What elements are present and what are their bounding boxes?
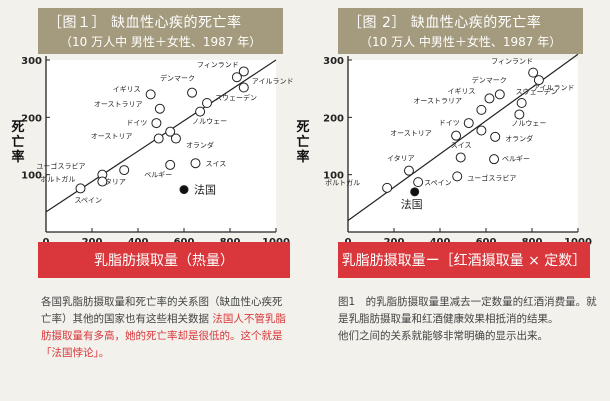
data-point	[187, 87, 198, 98]
data-point	[202, 98, 212, 108]
data-point	[195, 106, 206, 117]
data-label: スペイン	[75, 196, 103, 204]
data-label: ユーゴスラビア	[36, 162, 85, 171]
data-label: スウェーデン	[215, 93, 257, 102]
data-point	[451, 130, 462, 141]
plot-area	[348, 60, 578, 232]
figure-2-panel: ［图 2］ 缺血性心疾的死亡率 （10 万人 中男性＋女性、1987 年） 死亡…	[296, 0, 605, 401]
data-label: 法国	[194, 183, 216, 197]
data-label: スペイン	[424, 179, 452, 187]
y-tick-label: 300	[21, 56, 42, 67]
figure-1-title: ［图１］ 缺血性心疾的死亡率	[48, 15, 242, 31]
data-point	[494, 89, 505, 100]
data-point	[489, 154, 500, 165]
data-label: ベルギー	[144, 171, 172, 179]
figure-1-ylabel: 死亡率	[11, 120, 25, 165]
data-point-highlight	[410, 187, 420, 197]
data-point	[403, 165, 414, 176]
data-point	[452, 171, 463, 182]
data-label: スウェーデン	[516, 87, 558, 96]
figure-2-scatter-chart: 02004006008001000100200300フィンランドアイルランドデン…	[323, 53, 592, 248]
figure-1-note: 各国乳脂肪摄取量和死亡率的关系图（缺血性心疾死亡率）其他的国家也有这些相关数据 …	[41, 294, 291, 362]
data-label: ノルウェー	[192, 118, 227, 126]
data-label: ノルウェー	[511, 119, 546, 127]
data-point	[476, 104, 487, 115]
data-label: イタリア	[98, 177, 126, 186]
data-point-highlight	[179, 185, 189, 195]
data-point	[231, 72, 242, 83]
figure-1-note-text: 各国乳脂肪摄取量和死亡率的关系图（缺血性心疾死亡率）其他的国家也有这些相关数据	[41, 296, 283, 325]
figure-1-title-box: ［图１］ 缺血性心疾的死亡率 （10 万人中 男性＋女性、1987 年）	[38, 8, 283, 54]
data-point	[165, 126, 176, 137]
figure-1-panel: ［图１］ 缺血性心疾的死亡率 （10 万人中 男性＋女性、1987 年） 死亡率…	[8, 0, 303, 401]
figure-2-title: ［图 2］ 缺血性心疾的死亡率	[348, 15, 542, 31]
data-point	[476, 125, 487, 136]
data-label: デンマーク	[472, 75, 507, 84]
data-label: ドイツ	[126, 119, 147, 127]
data-point	[463, 118, 474, 129]
data-label: オーストリア	[91, 133, 133, 141]
data-label: オランダ	[186, 141, 214, 150]
figure-2-note-line1: 图1 的乳脂肪摄取量里减去一定数量的红酒消费量。就是乳脂肪摄取量和红酒健康效果相…	[338, 296, 597, 325]
data-label: イギリス	[447, 87, 475, 95]
data-label: ユーゴスラビア	[467, 173, 516, 182]
data-label: オーストラリア	[413, 97, 462, 105]
data-point	[413, 177, 424, 188]
data-point	[190, 158, 201, 169]
data-point	[97, 176, 108, 187]
figure-2-note: 图1 的乳脂肪摄取量里减去一定数量的红酒消费量。就是乳脂肪摄取量和红酒健康效果相…	[338, 294, 598, 345]
figure-2-xaxis-caption: 乳脂肪摄取量ー［红酒摄取量 × 定数］	[338, 242, 590, 278]
data-point	[153, 133, 164, 144]
figure-2-note-line2: 他们之间的关系就能够非常明确的显示出来。	[338, 330, 548, 342]
data-point	[528, 67, 539, 78]
data-point	[455, 152, 466, 163]
data-point	[490, 131, 501, 142]
data-point	[119, 165, 130, 176]
y-tick-label: 200	[21, 113, 42, 124]
data-point	[514, 109, 525, 120]
y-tick-label: 200	[323, 113, 344, 124]
data-point	[382, 182, 393, 193]
data-point	[154, 103, 165, 114]
data-point	[170, 133, 181, 144]
data-point	[533, 75, 544, 86]
y-tick-label: 100	[21, 171, 42, 182]
data-label: ポルトガル	[325, 178, 360, 187]
plot-area	[46, 60, 276, 232]
figure-1-note-highlight: 法国人不管乳脂肪摄取量有多高，她的死亡率却是很低的。这个就是「法国悖论」。	[41, 313, 286, 359]
y-tick-label: 300	[323, 56, 344, 67]
data-label: オランダ	[505, 134, 533, 143]
figure-1-scatter-chart: 02004006008001000100200300フィンランドアイルランドデン…	[21, 56, 294, 248]
figure-2-ylabel: 死亡率	[296, 120, 310, 165]
data-point	[75, 183, 86, 194]
figure-2-subtitle: （10 万人 中男性＋女性、1987 年）	[360, 35, 562, 49]
data-point	[238, 66, 249, 77]
data-point	[484, 93, 495, 104]
data-label: スイス	[451, 141, 472, 149]
y-tick-label: 100	[323, 171, 344, 182]
data-label: イタリア	[387, 154, 415, 163]
data-label: イギリス	[113, 85, 141, 93]
data-label: ポルトガル	[40, 175, 75, 184]
data-label: デンマーク	[160, 74, 195, 83]
figure-2-title-box: ［图 2］ 缺血性心疾的死亡率 （10 万人 中男性＋女性、1987 年）	[338, 8, 583, 54]
data-label: アイルランド	[252, 78, 294, 86]
data-label: フィンランド	[491, 58, 533, 66]
data-label: 法国	[401, 197, 423, 211]
data-point	[145, 89, 156, 100]
data-label: オーストリア	[390, 130, 432, 138]
data-label: アイルランド	[533, 84, 575, 92]
data-point	[516, 98, 527, 108]
data-label: オーストラリア	[94, 101, 143, 109]
data-label: スイス	[206, 160, 227, 168]
figure-1-subtitle: （10 万人中 男性＋女性、1987 年）	[60, 35, 262, 49]
data-label: フィンランド	[197, 61, 239, 69]
data-point	[151, 118, 162, 129]
data-point	[165, 159, 176, 170]
data-label: ベルギー	[502, 155, 530, 163]
data-point	[238, 82, 249, 93]
data-label: ドイツ	[439, 119, 460, 127]
figure-1-xaxis-caption: 乳脂肪摄取量（热量）	[38, 242, 290, 278]
